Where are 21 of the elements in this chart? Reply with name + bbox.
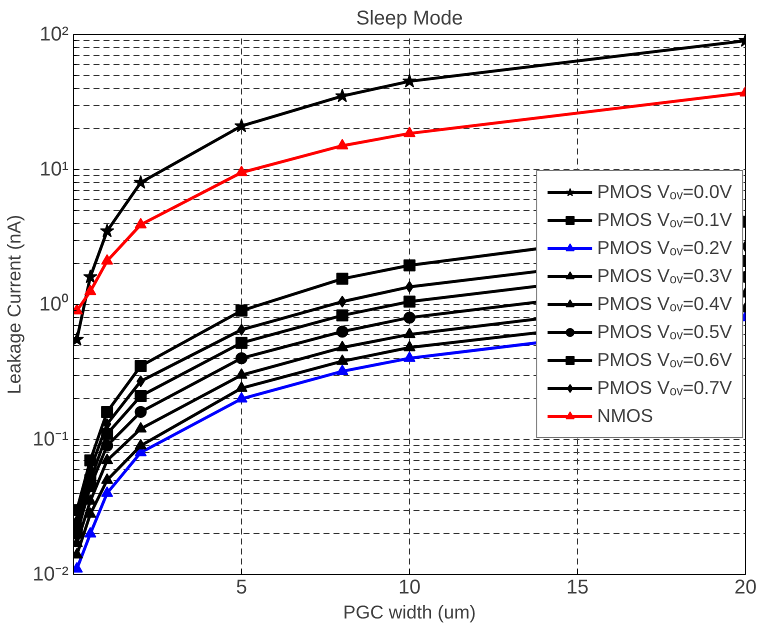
x-tick-label: 5	[236, 576, 248, 598]
legend-label: PMOS Vₒᵥ=0.3V	[597, 265, 732, 287]
y-tick-label: 10⁻²	[32, 564, 69, 586]
legend-label: PMOS Vₒᵥ=0.1V	[597, 209, 732, 231]
legend-label: NMOS	[597, 405, 654, 427]
x-tick-label: 10	[398, 576, 421, 598]
x-tick-label: 20	[734, 576, 757, 598]
chart-title: Sleep Mode	[356, 8, 463, 30]
legend-label: PMOS Vₒᵥ=0.5V	[597, 321, 732, 343]
legend-label: PMOS Vₒᵥ=0.2V	[597, 237, 732, 259]
legend-label: PMOS Vₒᵥ=0.7V	[597, 377, 732, 399]
legend-label: PMOS Vₒᵥ=0.6V	[597, 349, 732, 371]
x-axis-title: PGC width (um)	[343, 602, 476, 622]
legend-label: PMOS Vₒᵥ=0.4V	[597, 293, 732, 315]
y-tick-label: 10²	[40, 24, 69, 46]
x-tick-label: 15	[566, 576, 589, 598]
y-tick-label: 10⁻¹	[32, 428, 69, 450]
legend-label: PMOS Vₒᵥ=0.0V	[597, 181, 732, 203]
y-tick-label: 10¹	[40, 158, 69, 180]
y-tick-label: 10⁰	[39, 292, 69, 316]
y-axis-title: Leakage Current (nA)	[4, 214, 25, 394]
